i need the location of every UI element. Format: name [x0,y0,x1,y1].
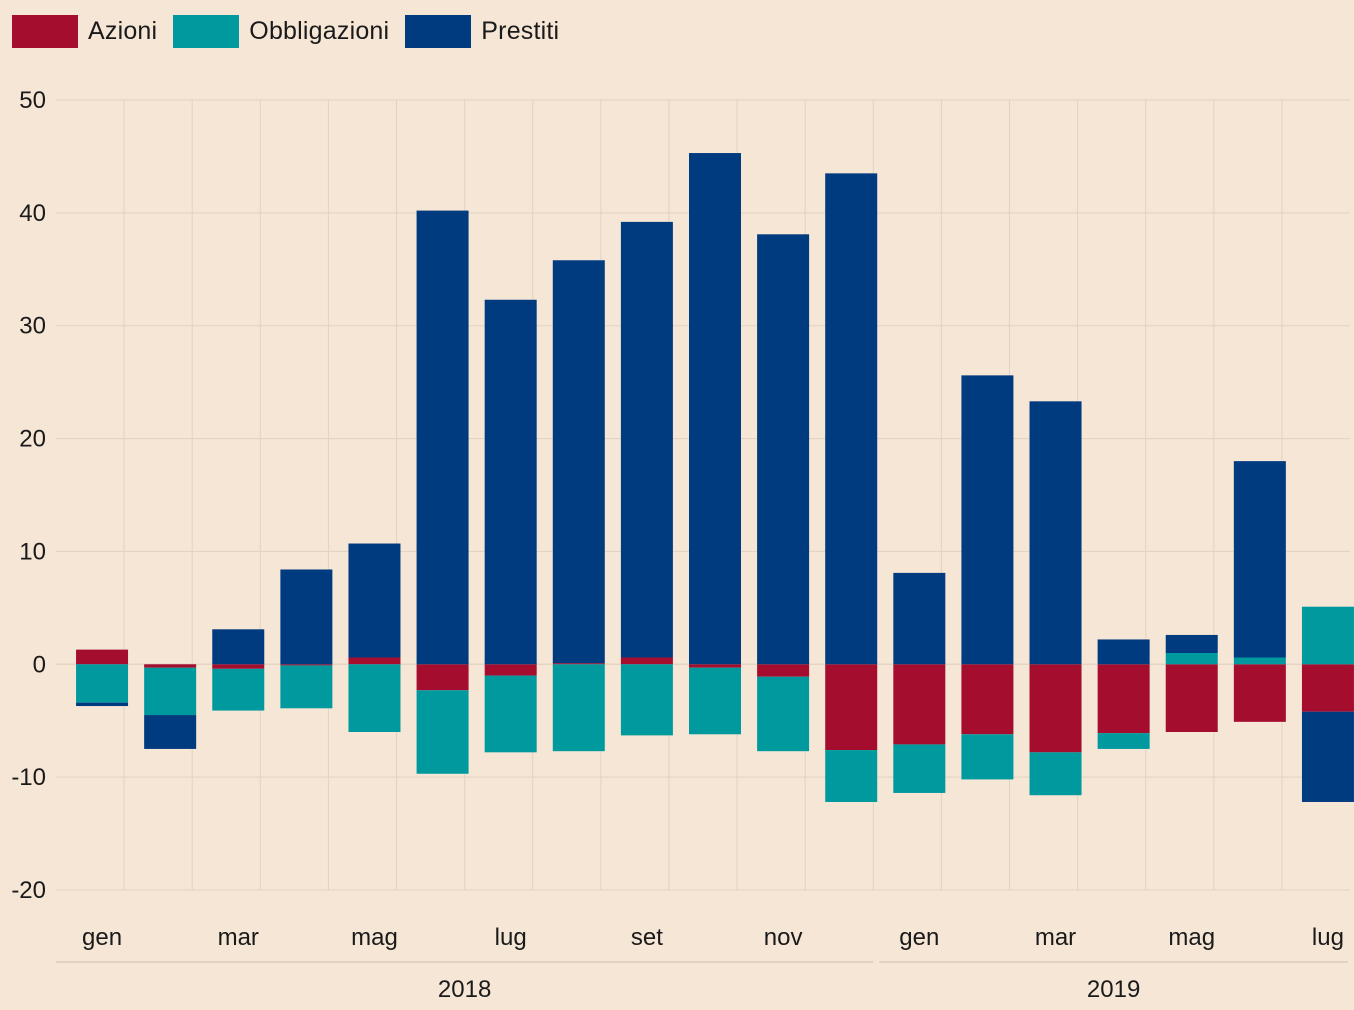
bar-azioni-17[interactable] [1233,664,1286,722]
y-tick-label: 10 [19,538,46,565]
y-tick-label: 40 [19,200,46,227]
bar-azioni-6[interactable] [484,664,537,676]
x-tick-label: gen [899,924,939,951]
legend-item-prestiti[interactable]: Prestiti [405,14,560,48]
bar-obbligazioni-9[interactable] [689,667,741,735]
bar-prestiti-2[interactable] [212,629,265,665]
x-tick-label: mag [1168,924,1215,951]
bar-azioni-5[interactable] [416,664,469,691]
x-tick-label: set [631,924,663,951]
bar-obbligazioni-5[interactable] [416,690,469,774]
bar-azioni-15[interactable] [1097,664,1150,734]
year-label: 2019 [1087,976,1140,1003]
bar-obbligazioni-4[interactable] [348,664,401,732]
x-tick-label: mar [1035,924,1076,951]
bar-prestiti-10[interactable] [757,234,810,665]
legend-item-obbligazioni[interactable]: Obbligazioni [173,14,390,48]
bar-prestiti-14[interactable] [1029,401,1082,665]
bar-obbligazioni-2[interactable] [212,668,265,711]
bar-prestiti-16[interactable] [1165,634,1218,653]
bar-prestiti-15[interactable] [1097,639,1150,665]
bar-prestiti-1[interactable] [144,715,197,749]
bar-prestiti-13[interactable] [961,375,1014,665]
bar-prestiti-11[interactable] [825,173,878,665]
x-tick-label: mar [218,924,259,951]
bar-obbligazioni-7[interactable] [552,664,605,752]
bar-prestiti-6[interactable] [484,299,537,665]
bar-prestiti-0[interactable] [76,702,129,707]
bar-azioni-12[interactable] [893,664,946,745]
y-tick-label: 0 [33,651,46,678]
x-tick-label: nov [764,924,803,951]
bar-obbligazioni-3[interactable] [280,665,333,709]
bar-obbligazioni-1[interactable] [144,667,197,716]
x-tick-label: lug [495,924,527,951]
legend-label-azioni: Azioni [88,16,158,45]
bar-prestiti-7[interactable] [552,260,605,664]
legend-item-azioni[interactable]: Azioni [12,14,158,48]
bar-prestiti-17[interactable] [1233,461,1286,658]
bar-azioni-4[interactable] [348,657,401,665]
bar-prestiti-5[interactable] [416,210,469,665]
y-tick-label: 20 [19,426,46,453]
bar-obbligazioni-0[interactable] [76,664,129,703]
x-tick-label: lug [1312,924,1344,951]
bar-azioni-7[interactable] [552,663,605,665]
bar-prestiti-8[interactable] [620,221,673,658]
bar-azioni-14[interactable] [1029,664,1082,753]
legend-swatch-obbligazioni [173,14,240,48]
bar-azioni-0[interactable] [76,649,129,665]
y-tick-label: 30 [19,313,46,340]
bar-prestiti-12[interactable] [893,572,946,665]
bar-obbligazioni-18[interactable] [1301,606,1354,665]
y-tick-label: 50 [19,87,46,114]
bar-azioni-10[interactable] [757,664,810,677]
bar-obbligazioni-17[interactable] [1233,657,1286,665]
bar-obbligazioni-8[interactable] [620,664,673,736]
chart-legend: Azioni Obbligazioni Prestiti [12,14,575,48]
bar-obbligazioni-14[interactable] [1029,752,1082,796]
bar-obbligazioni-6[interactable] [484,675,537,753]
bar-obbligazioni-10[interactable] [757,676,810,752]
legend-label-prestiti: Prestiti [481,16,560,45]
bar-obbligazioni-12[interactable] [893,744,946,793]
bar-azioni-13[interactable] [961,664,1014,735]
bar-azioni-3[interactable] [280,664,333,666]
bar-azioni-1[interactable] [144,664,197,668]
legend-swatch-prestiti [405,14,472,48]
year-label: 2018 [438,976,491,1003]
axis-layer: 50 40 30 20 10 0 -10 -20 gen mar mag lug set nov gen ma… [11,87,1348,1003]
x-tick-label: gen [82,924,122,951]
x-tick-label: mag [351,924,398,951]
legend-label-obbligazioni: Obbligazioni [249,16,390,45]
bars-layer [76,153,1354,802]
bar-azioni-18[interactable] [1301,664,1354,712]
bar-prestiti-18[interactable] [1301,711,1354,802]
y-tick-label: -20 [11,877,46,904]
bar-prestiti-4[interactable] [348,543,401,658]
bar-azioni-16[interactable] [1165,664,1218,732]
bar-azioni-11[interactable] [825,664,878,751]
bar-azioni-8[interactable] [620,657,673,665]
bar-azioni-2[interactable] [212,664,265,669]
bar-obbligazioni-15[interactable] [1097,733,1150,749]
bar-obbligazioni-16[interactable] [1165,653,1218,665]
y-tick-label: -10 [11,764,46,791]
bar-prestiti-9[interactable] [689,153,741,665]
bar-obbligazioni-11[interactable] [825,750,878,802]
bar-obbligazioni-13[interactable] [961,734,1014,780]
bar-azioni-9[interactable] [689,664,741,668]
legend-swatch-azioni [12,14,78,48]
bar-prestiti-3[interactable] [280,569,333,665]
